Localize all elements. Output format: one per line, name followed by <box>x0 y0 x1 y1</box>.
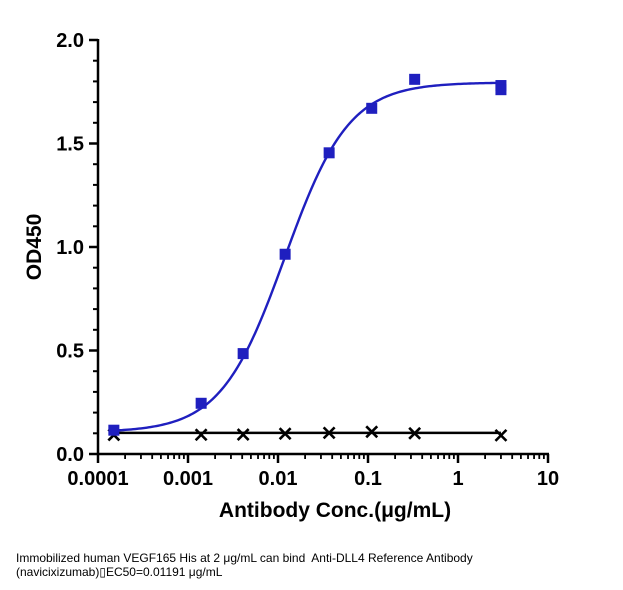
axes: 0.0 0.5 1.0 1.5 2.0 0.0001 0.001 0.01 0.1 1 10 <box>56 30 559 490</box>
antibody-point <box>366 102 378 114</box>
x-tick-label: 0.001 <box>163 468 213 490</box>
x-tick-label: 0.1 <box>354 468 382 490</box>
control-point <box>322 426 336 440</box>
control-point-stroke <box>278 427 292 441</box>
y-ticks: 0.0 0.5 1.0 1.5 2.0 <box>56 30 98 466</box>
y-tick-label: 0.5 <box>56 341 84 363</box>
caption-line-2: (navicixizumab)▯EC50=0.01191 μg/mL <box>16 565 223 579</box>
antibody-point <box>195 397 207 409</box>
antibody-point <box>108 424 120 436</box>
control-point-stroke <box>365 425 379 439</box>
control-point-stroke <box>236 428 250 441</box>
x-tick-label: 10 <box>537 468 559 490</box>
y-axis-title: OD450 <box>23 214 46 281</box>
antibody-point <box>279 248 291 260</box>
control-point-stroke <box>194 428 208 442</box>
antibody-point <box>409 73 421 85</box>
control-point <box>408 426 422 440</box>
x-tick-label: 0.0001 <box>67 468 128 490</box>
control-point <box>236 428 250 441</box>
caption-line-1: Immobilized human VEGF165 His at 2 μg/mL… <box>16 551 473 565</box>
antibody-fit-curve <box>113 81 501 432</box>
x-tick-label: 1 <box>452 468 463 490</box>
control-point-stroke <box>322 426 336 440</box>
x-axis-title: Antibody Conc.(μg/mL) <box>219 499 451 522</box>
antibody-point <box>323 147 335 159</box>
control-point <box>494 428 508 442</box>
control-point <box>278 427 292 441</box>
antibody-point <box>237 348 249 360</box>
control-point-stroke <box>494 428 508 442</box>
series-layer <box>107 73 508 442</box>
figure-caption: Immobilized human VEGF165 His at 2 μg/mL… <box>16 551 616 579</box>
x-tick-label: 0.01 <box>259 468 298 490</box>
y-tick-label: 1.5 <box>56 134 84 156</box>
y-tick-label: 1.0 <box>56 237 84 259</box>
control-point <box>365 425 379 439</box>
control-point <box>194 428 208 442</box>
y-tick-label: 2.0 <box>56 30 84 52</box>
y-tick-label: 0.0 <box>56 444 84 466</box>
x-ticks: 0.0001 0.001 0.01 0.1 1 10 <box>67 454 559 490</box>
control-point-stroke <box>408 426 422 440</box>
antibody-point <box>495 84 507 96</box>
